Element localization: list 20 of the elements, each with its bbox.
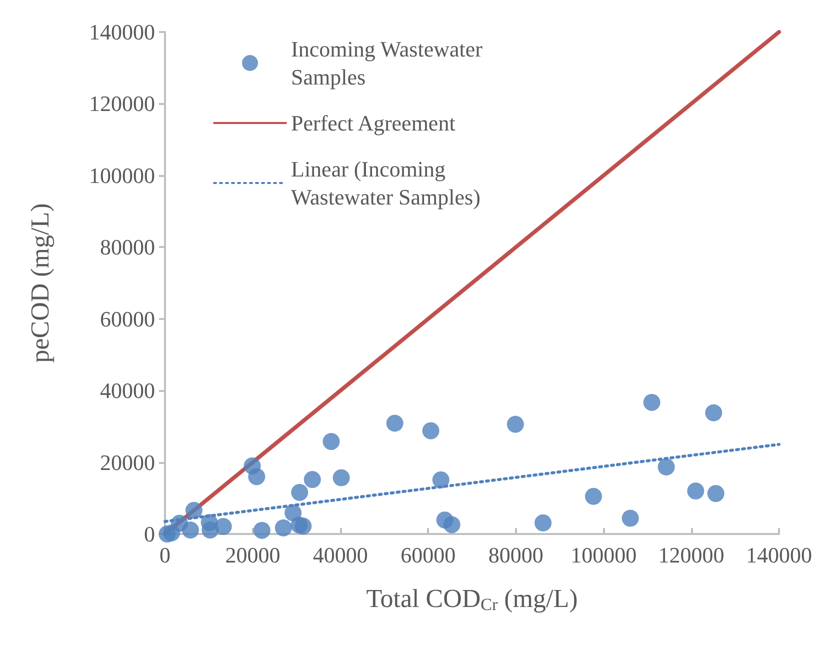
x-tick-label: 140000 — [746, 542, 812, 568]
x-tick-label: 0 — [160, 542, 170, 568]
x-tick-label: 80000 — [488, 542, 544, 568]
y-tick-label: 60000 — [100, 306, 155, 332]
legend-label: Linear (Incoming Wastewater Samples) — [291, 156, 480, 210]
legend-label: Perfect Agreement — [291, 110, 456, 136]
x-tick-label: 40000 — [312, 542, 368, 568]
y-tick-label: 120000 — [89, 91, 155, 116]
y-tick-label: 80000 — [100, 234, 155, 260]
x-tick-label: 120000 — [658, 542, 724, 568]
y-tick-label: 20000 — [100, 450, 155, 475]
legend-label: Incoming Wastewater Samples — [291, 36, 488, 90]
y-tick-label: 40000 — [100, 378, 155, 404]
x-tick-label: 20000 — [225, 542, 280, 568]
y-tick-label: 0 — [144, 522, 155, 546]
x-tick-label: 100000 — [570, 542, 637, 568]
y-tick-label: 140000 — [89, 20, 155, 44]
x-tick-label: 60000 — [400, 542, 456, 568]
y-axis-title: peCOD (mg/L) — [26, 203, 54, 363]
y-tick-label: 100000 — [89, 162, 155, 188]
